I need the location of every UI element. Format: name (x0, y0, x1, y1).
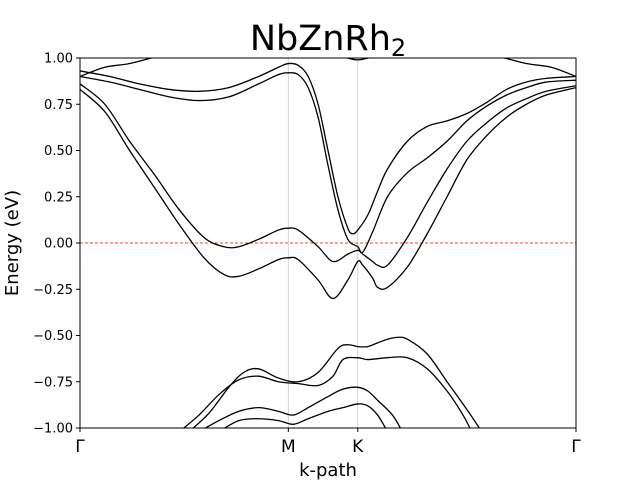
y-tick-label: −0.25 (33, 283, 73, 298)
y-tick-label: 0.00 (44, 237, 73, 252)
x-tick-label: Γ (75, 437, 85, 457)
chart-title-subscript: 2 (391, 34, 406, 62)
x-tick-label: M (281, 437, 296, 457)
y-tick-label: 0.50 (44, 144, 73, 159)
x-tick-label: Γ (571, 437, 581, 457)
y-tick-label: 1.00 (44, 52, 73, 67)
y-tick-label: −0.50 (33, 329, 73, 344)
band-line-9 (182, 356, 471, 428)
y-tick-label: 0.75 (44, 98, 73, 113)
y-tick-label: 0.25 (44, 190, 73, 205)
chart-title: NbZnRh2 (250, 19, 406, 62)
y-tick-label: −1.00 (33, 422, 73, 437)
band-line-11 (223, 403, 387, 428)
band-line-2 (501, 58, 576, 78)
bands-group (80, 58, 576, 428)
y-axis-ticks: −1.00 −0.75 −0.50 −0.25 0.00 0.25 0.50 0.75 1.00 (33, 52, 80, 437)
y-axis-label: Energy (eV) (2, 190, 23, 296)
band-line-5 (80, 72, 576, 254)
x-axis-label: k-path (299, 460, 357, 480)
x-tick-label: K (352, 437, 364, 457)
band-line-3 (343, 58, 372, 61)
band-line-8 (192, 336, 481, 428)
band-line-1 (80, 58, 155, 78)
band-line-10 (204, 386, 402, 428)
band-line-6 (80, 83, 576, 269)
band-line-4 (80, 62, 576, 235)
chart-title-main: NbZnRh (250, 19, 391, 59)
band-line-7 (80, 86, 576, 300)
y-tick-label: −0.75 (33, 375, 73, 390)
